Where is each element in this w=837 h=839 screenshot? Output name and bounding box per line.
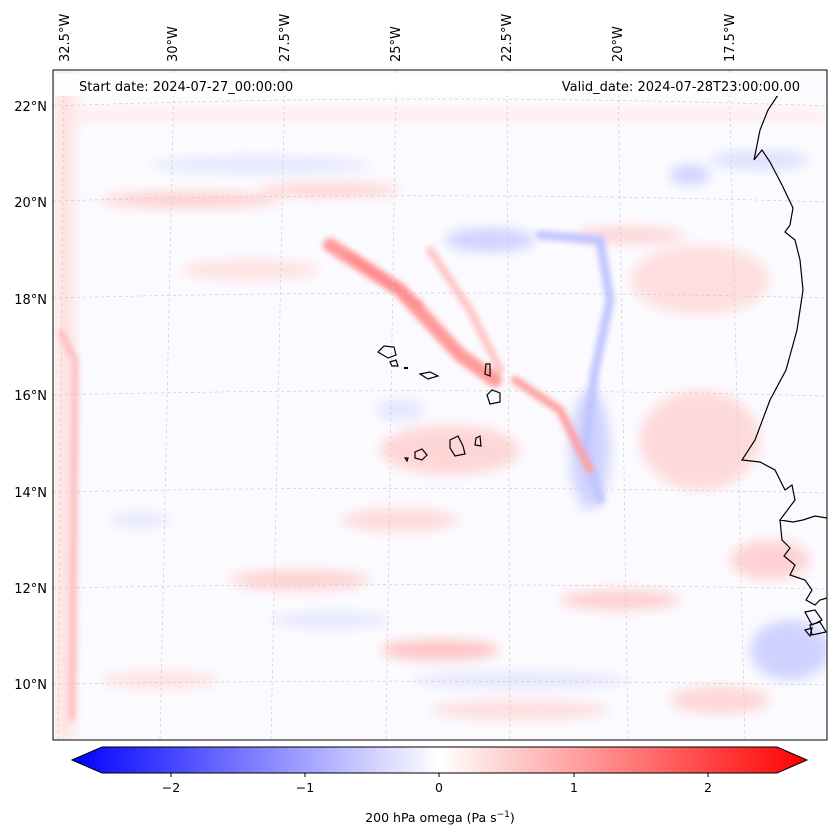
colorbar-label-end: ) [510,810,515,825]
lon-label-17-5w: 17.5°W [723,14,738,62]
guinea-coastline [779,519,827,606]
lat-label-22n: 22°N [14,100,47,115]
colorbar-label-main: 200 hPa omega (Pa s [365,810,496,825]
omega-field [55,70,827,740]
cape-verde-islands [377,345,501,463]
lon-label-27-5w: 27.5°W [278,14,293,62]
longitude-labels: 32.5°W 30°W 27.5°W 25°W 22.5°W 20°W 17.5… [58,14,738,62]
map-frame [52,69,828,741]
colorbar-ticks [170,773,709,777]
colorbar-tick-label-2: 2 [704,780,712,795]
colorbar-tick-label-0: 0 [435,780,443,795]
guinea-islands [803,609,827,638]
coastlines [377,91,827,638]
lon-label-30w: 30°W [166,26,181,62]
lon-label-22-5w: 22.5°W [500,14,515,62]
colorbar-tick-label-neg2: −2 [162,780,180,795]
map-panel: Start date: 2024-07-27_00:00:00 Valid_da… [52,69,828,741]
lon-label-25w: 25°W [389,26,404,62]
colorbar-body [70,746,809,774]
lat-label-14n: 14°N [14,486,47,501]
valid-date-label: Valid_date: 2024-07-28T23:00:00.00 [562,80,800,95]
colorbar: −2 −1 0 1 2 200 hPa omega (Pa s−1) [70,746,809,825]
colorbar-tick-label-neg1: −1 [296,780,314,795]
colorbar-label-exponent: −1 [497,810,510,820]
colorbar-tick-label-1: 1 [570,780,578,795]
start-date-label: Start date: 2024-07-27_00:00:00 [79,80,293,95]
africa-coastline [740,91,827,523]
lat-label-20n: 20°N [14,196,47,211]
date-strip [55,74,800,96]
colorbar-label: 200 hPa omega (Pa s−1) [365,810,515,825]
lat-label-12n: 12°N [14,582,47,597]
lat-label-18n: 18°N [14,293,47,308]
lat-label-16n: 16°N [14,389,47,404]
lon-label-32-5w: 32.5°W [58,14,73,62]
lon-label-20w: 20°W [611,26,626,62]
latitude-labels: 22°N 20°N 18°N 16°N 14°N 12°N 10°N [14,100,47,693]
graticule [53,70,827,740]
lat-label-10n: 10°N [14,678,47,693]
